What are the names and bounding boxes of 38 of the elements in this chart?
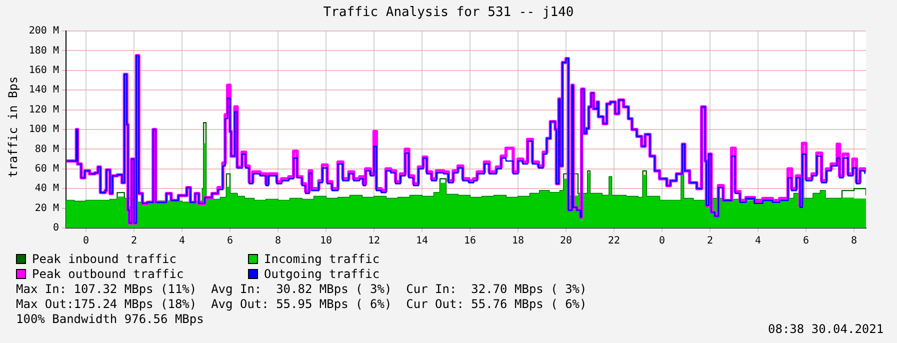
- y-tick-label: 0: [52, 222, 59, 234]
- y-tick-label: 160 M: [28, 64, 59, 76]
- legend-label: Peak inbound traffic: [31, 252, 178, 266]
- x-tick-label: 0: [658, 236, 666, 247]
- x-tick-label: 4: [178, 236, 186, 247]
- x-tick-label: 2: [706, 236, 714, 247]
- x-tick-label: 0: [82, 236, 90, 247]
- y-axis-title: traffic in Bps: [6, 75, 20, 180]
- y-tick-label: 60 M: [34, 163, 59, 174]
- text: Max Out:175.24 MBps (18%) Avg Out: 55.95 MBps ( 6%) Cur Out: 55.76 MBps ( 6%): [16, 297, 587, 312]
- text: Max In: 107.32 MBps (11%) Avg In: 30.82 MBps ( 3%) Cur In: 32.70 MBps ( 3%): [16, 282, 587, 297]
- text: 08:38 30.04.2021: [768, 322, 884, 337]
- x-tick-label: 8: [850, 236, 858, 247]
- x-tick-label: 16: [464, 236, 476, 247]
- y-tick-label: 100 M: [28, 124, 59, 136]
- x-tick-label: 2: [130, 236, 138, 247]
- y-tick-label: 80 M: [34, 144, 59, 155]
- legend-label: Incoming traffic: [263, 252, 381, 266]
- y-tick-label: 120 M: [28, 104, 59, 116]
- legend-label: Outgoing traffic: [263, 267, 381, 281]
- chart-title: Traffic Analysis for 531 -- j140: [322, 5, 575, 20]
- x-tick-label: 4: [754, 236, 762, 247]
- y-tick-label: 20 M: [34, 202, 59, 214]
- x-tick-label: 18: [512, 236, 524, 247]
- text: 100% Bandwidth 976.56 MBps: [16, 312, 205, 327]
- y-tick-label: 200 M: [28, 26, 59, 37]
- y-tick-label: 180 M: [28, 45, 59, 56]
- x-tick-label: 20: [560, 236, 572, 247]
- x-tick-label: 22: [608, 236, 620, 247]
- x-tick-label: 14: [416, 236, 428, 247]
- x-tick-label: 8: [274, 236, 282, 247]
- y-tick-label: 40 M: [34, 183, 59, 194]
- x-tick-label: 6: [802, 236, 810, 247]
- legend-label: Peak outbound traffic: [31, 267, 185, 281]
- x-tick-label: 12: [368, 236, 380, 247]
- x-tick-label: 10: [320, 236, 332, 247]
- y-tick-label: 140 M: [28, 84, 59, 96]
- x-tick-label: 6: [226, 236, 234, 247]
